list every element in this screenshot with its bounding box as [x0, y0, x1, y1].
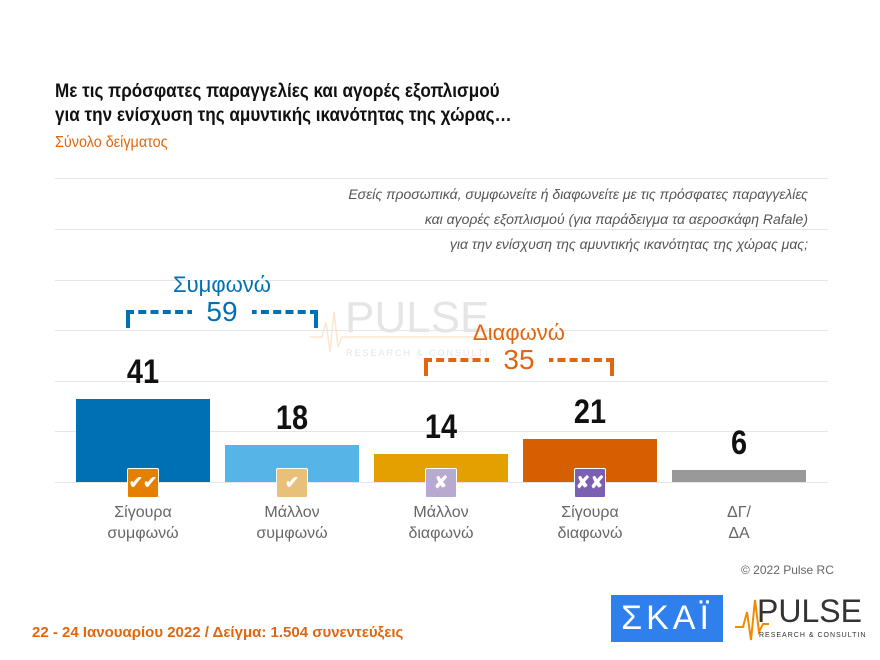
category-label-line: ΔΑ — [728, 525, 750, 542]
cross-icon: ✘✘ — [574, 468, 606, 498]
footer-text: 22 - 24 Ιανουαρίου 2022 / Δείγμα: 1.504 … — [32, 624, 404, 641]
question-line: και αγορές εξοπλισμού (για παράδειγμα τα… — [424, 211, 808, 227]
category-label-line: διαφωνώ — [557, 525, 623, 542]
svg-text:PULSE: PULSE — [345, 293, 489, 342]
chart-title: Με τις πρόσφατες παραγγελίες και αγορές … — [55, 80, 512, 128]
check-icon: ✔ — [276, 468, 308, 498]
category-label: ΔΓ/ΔΑ — [672, 502, 806, 544]
gridline — [55, 229, 828, 230]
svg-text:PULSE: PULSE — [757, 593, 862, 629]
chart-subtitle: Σύνολο δείγματος — [55, 134, 168, 151]
category-label: Σίγουρα συμφωνώ — [76, 502, 210, 544]
gridline — [55, 330, 828, 331]
data-label: 21 — [573, 393, 607, 432]
category-label: Μάλλον διαφωνώ — [374, 502, 508, 544]
category-label-line: Μάλλον — [413, 504, 469, 521]
category-label-line: Σίγουρα — [561, 504, 619, 521]
cross-icon: ✘ — [425, 468, 457, 498]
category-label-line: Μάλλον — [264, 504, 320, 521]
gridline — [55, 280, 828, 281]
data-label: 6 — [730, 423, 748, 462]
group-label: Διαφωνώ — [473, 320, 565, 345]
data-label: 18 — [275, 399, 309, 438]
group-total: 59 — [192, 296, 252, 328]
bar — [672, 469, 806, 482]
svg-text:RESEARCH & CONSULTING: RESEARCH & CONSULTING — [346, 348, 507, 358]
pulse-watermark: PULSE RESEARCH & CONSULTING — [310, 293, 507, 358]
check-icon: ✔✔ — [127, 468, 159, 498]
title-line-1: Με τις πρόσφατες παραγγελίες και αγορές … — [55, 81, 500, 102]
question-line: Εσείς προσωπικά, συμφωνείτε ή διαφωνείτε… — [348, 186, 808, 202]
category-label-line: ΔΓ/ — [727, 504, 751, 521]
category-label: Μάλλον συμφωνώ — [225, 502, 359, 544]
question-text: Εσείς προσωπικά, συμφωνείτε ή διαφωνείτε… — [208, 182, 808, 257]
category-label-line: Σίγουρα — [114, 504, 172, 521]
pulse-logo: PULSE RESEARCH & CONSULTING — [735, 593, 865, 641]
question-line: για την ενίσχυση της αμυντικής ικανότητα… — [449, 236, 808, 252]
category-label: Σίγουρα διαφωνώ — [523, 502, 657, 544]
skai-logo: ΣΚΑΪ — [611, 595, 723, 642]
group-total: 35 — [489, 344, 549, 376]
group-label: Συμφωνώ — [173, 272, 271, 297]
title-line-2: για την ενίσχυση της αμυντικής ικανότητα… — [55, 105, 512, 126]
svg-text:RESEARCH & CONSULTING: RESEARCH & CONSULTING — [759, 632, 865, 639]
data-label: 41 — [126, 352, 160, 391]
gridline — [55, 178, 828, 179]
category-label-line: συμφωνώ — [256, 525, 328, 542]
category-label-line: διαφωνώ — [408, 525, 474, 542]
copyright: © 2022 Pulse RC — [741, 563, 834, 577]
data-label: 14 — [424, 407, 458, 446]
gridline — [55, 431, 828, 432]
gridline — [55, 381, 828, 382]
category-label-line: συμφωνώ — [107, 525, 179, 542]
